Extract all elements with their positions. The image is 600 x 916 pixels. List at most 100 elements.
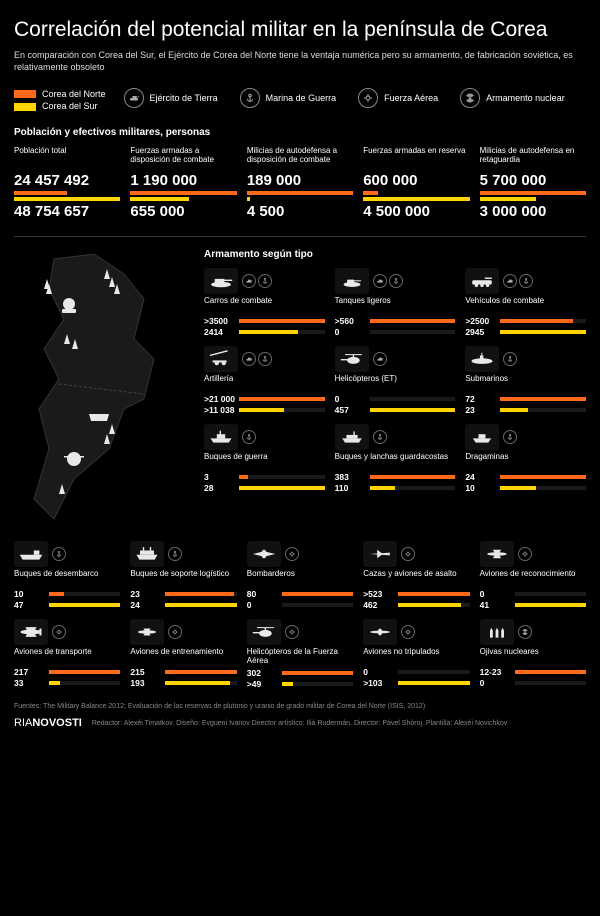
item-label: Aviones de reconocimiento	[480, 570, 586, 586]
weapon-icon	[465, 268, 499, 294]
navy-icon	[519, 274, 533, 288]
armament-item: Vehículos de combate>25002945	[465, 268, 586, 338]
item-label: Tanques ligeros	[335, 297, 456, 313]
pop-sk-value: 3 000 000	[480, 203, 586, 220]
item-label: Ojivas nucleares	[480, 648, 586, 664]
weapon-icon	[480, 619, 514, 645]
armament-item: Artillería>21 000>11 038	[204, 346, 325, 416]
sk-value: 23	[465, 405, 497, 415]
subtitle: En comparación con Corea del Sur, el Ejé…	[14, 50, 586, 73]
branch-navy: Marina de Guerra	[240, 88, 337, 108]
sk-value: >103	[363, 678, 395, 688]
air-icon	[168, 625, 182, 639]
nk-bar	[239, 319, 325, 323]
ground-icon	[124, 88, 144, 108]
navy-icon	[373, 430, 387, 444]
nk-value: >2500	[465, 316, 497, 326]
nk-bar	[515, 670, 586, 674]
sk-value: 193	[130, 678, 162, 688]
branch-label: Armamento nuclear	[486, 93, 565, 103]
pop-nk-bar	[480, 191, 586, 195]
nk-bar	[500, 475, 586, 479]
item-branches	[242, 430, 256, 444]
korea-map	[14, 249, 194, 529]
branch-air: Fuerza Aérea	[358, 88, 438, 108]
armament-item: Aviones de entrenamiento215193	[130, 619, 236, 691]
pop-nk-value: 5 700 000	[480, 172, 586, 189]
pop-nk-value: 600 000	[363, 172, 469, 189]
sk-bar	[165, 681, 229, 685]
nk-value: 3	[204, 472, 236, 482]
pop-nk-bar	[130, 191, 236, 195]
sk-value: >11 038	[204, 405, 236, 415]
pop-nk-value: 1 190 000	[130, 172, 236, 189]
navy-icon	[52, 547, 66, 561]
sk-value: 0	[335, 327, 367, 337]
armament-item: Submarinos7223	[465, 346, 586, 416]
pop-sk-value: 655 000	[130, 203, 236, 220]
pop-label: Milicias de autodefensa a disposición de…	[247, 146, 353, 166]
nk-value: 215	[130, 667, 162, 677]
item-label: Helicópteros (ET)	[335, 375, 456, 391]
pop-label: Milicias de autodefensa en retaguardia	[480, 146, 586, 166]
sk-value: 457	[335, 405, 367, 415]
sk-value: 2414	[204, 327, 236, 337]
item-branches	[503, 430, 517, 444]
item-branches	[285, 625, 299, 639]
sk-bar	[370, 486, 395, 490]
navy-icon	[242, 430, 256, 444]
armament-item: Bombarderos800	[247, 541, 353, 611]
nk-bar	[49, 592, 64, 596]
armament-item: Ojivas nucleares12-230	[480, 619, 586, 691]
pop-nk-bar	[247, 191, 353, 195]
item-label: Carros de combate	[204, 297, 325, 313]
swatch-nk	[14, 90, 36, 98]
item-label: Bombarderos	[247, 570, 353, 586]
branches-legend: Ejército de Tierra Marina de Guerra Fuerza…	[124, 88, 586, 108]
air-icon	[401, 625, 415, 639]
air-icon	[285, 625, 299, 639]
armament-item: Buques de soporte logístico2324	[130, 541, 236, 611]
weapon-icon	[247, 619, 281, 645]
nk-value: 217	[14, 667, 46, 677]
nk-bar	[49, 670, 120, 674]
branch-label: Ejército de Tierra	[150, 93, 218, 103]
legend-nk: Corea del Norte	[42, 89, 106, 99]
pop-nk-bar	[14, 191, 67, 195]
item-label: Aviones no tripulados	[363, 648, 469, 664]
sk-bar	[398, 603, 461, 607]
weapon-icon	[363, 619, 397, 645]
ground-icon	[373, 274, 387, 288]
weapon-icon	[465, 424, 499, 450]
pop-sk-bar	[130, 197, 189, 201]
pop-nk-bar	[363, 191, 378, 195]
nk-bar	[398, 592, 469, 596]
nk-bar	[239, 397, 325, 401]
weapon-icon	[465, 346, 499, 372]
item-label: Cazas y aviones de asalto	[363, 570, 469, 586]
armament-item: Helicópteros (ET)0457	[335, 346, 456, 416]
air-icon	[52, 625, 66, 639]
nk-value: 10	[14, 589, 46, 599]
nk-value: >21 000	[204, 394, 236, 404]
item-branches	[242, 274, 272, 288]
item-branches	[401, 547, 415, 561]
pop-nk-value: 24 457 492	[14, 172, 120, 189]
nk-bar	[165, 592, 234, 596]
armament-item: Aviones de reconocimiento041	[480, 541, 586, 611]
sk-value: 41	[480, 600, 512, 610]
sk-value: 0	[480, 678, 512, 688]
sk-bar	[282, 682, 293, 686]
sources: Fuentes: The Military Balance 2012; Eval…	[14, 702, 586, 711]
pop-sk-value: 48 754 657	[14, 203, 120, 220]
sk-bar	[398, 681, 469, 685]
sk-value: >49	[247, 679, 279, 689]
armament-grid-bottom: Buques de desembarco1047Buques de soport…	[14, 541, 586, 691]
pop-col: Milicias de autodefensa en retaguardia 5 …	[480, 146, 586, 222]
item-label: Submarinos	[465, 375, 586, 391]
air-icon	[285, 547, 299, 561]
navy-icon	[389, 274, 403, 288]
pop-col: Fuerzas armadas en reserva600 0004 500 0…	[363, 146, 469, 222]
navy-icon	[258, 274, 272, 288]
pop-sk-bar	[363, 197, 469, 201]
